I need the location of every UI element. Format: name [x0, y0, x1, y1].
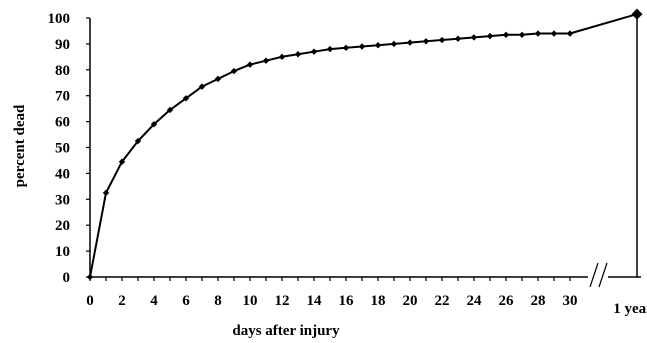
data-point	[390, 40, 398, 48]
data-point	[550, 30, 558, 37]
x-tick-label: 30	[563, 293, 578, 309]
y-axis-title: percent dead	[12, 104, 28, 187]
x-tick-label: 20	[403, 293, 418, 309]
data-point	[470, 34, 478, 41]
axis-break-slash	[598, 262, 608, 288]
data-point	[118, 158, 126, 165]
data-point	[198, 83, 206, 90]
data-point	[214, 75, 222, 83]
x-tick-label-1-year: 1 year	[613, 301, 647, 317]
y-tick-label: 60	[55, 115, 70, 131]
x-tick-label: 18	[371, 293, 386, 309]
y-tick-label: 90	[55, 37, 70, 53]
data-point	[166, 106, 174, 114]
data-point	[326, 45, 334, 53]
data-point	[454, 35, 462, 42]
data-point	[374, 41, 382, 49]
data-point	[102, 189, 110, 197]
axis-break-slash	[589, 262, 599, 288]
data-point	[502, 31, 510, 39]
data-point	[182, 95, 190, 102]
data-point	[342, 44, 350, 51]
x-tick-label: 8	[214, 293, 222, 309]
data-point	[150, 120, 158, 128]
x-tick-label: 26	[499, 293, 515, 309]
x-tick-label: 14	[307, 293, 323, 309]
y-tick-label: 0	[63, 270, 71, 286]
data-point	[230, 67, 238, 75]
data-point-1-year	[631, 8, 643, 20]
x-tick-label: 24	[467, 293, 483, 309]
y-tick-label: 10	[55, 244, 70, 260]
y-tick-label: 70	[55, 89, 70, 105]
data-point	[566, 30, 574, 37]
data-point	[278, 53, 286, 61]
y-tick-label: 50	[55, 141, 70, 157]
data-point	[422, 38, 430, 45]
x-axis-title: days after injury	[232, 323, 340, 339]
x-tick-label: 6	[182, 293, 190, 309]
x-tick-label: 0	[86, 293, 94, 309]
data-point	[486, 32, 494, 40]
axes-group	[86, 17, 641, 288]
data-point	[358, 43, 366, 50]
data-point	[294, 51, 302, 58]
x-tick-label: 4	[150, 293, 158, 309]
data-point	[534, 30, 542, 37]
data-point	[246, 61, 254, 68]
data-point	[438, 36, 446, 44]
x-tick-label: 28	[531, 293, 546, 309]
series-line	[89, 13, 638, 278]
data-point	[86, 273, 94, 281]
series-group	[86, 8, 643, 281]
x-tick-label: 16	[339, 293, 355, 309]
data-point	[262, 57, 270, 64]
x-tick-label: 2	[118, 293, 126, 309]
y-tick-label: 20	[55, 218, 70, 234]
data-point	[310, 48, 318, 55]
y-tick-label: 30	[55, 192, 70, 208]
data-point	[134, 137, 142, 145]
x-tick-label: 12	[275, 293, 290, 309]
x-tick-label: 10	[243, 293, 258, 309]
y-tick-label: 80	[55, 63, 70, 79]
y-tick-label: 100	[48, 11, 71, 27]
y-tick-label: 40	[55, 166, 70, 182]
x-tick-label: 22	[435, 293, 450, 309]
data-point	[518, 31, 526, 39]
data-point	[406, 39, 414, 46]
